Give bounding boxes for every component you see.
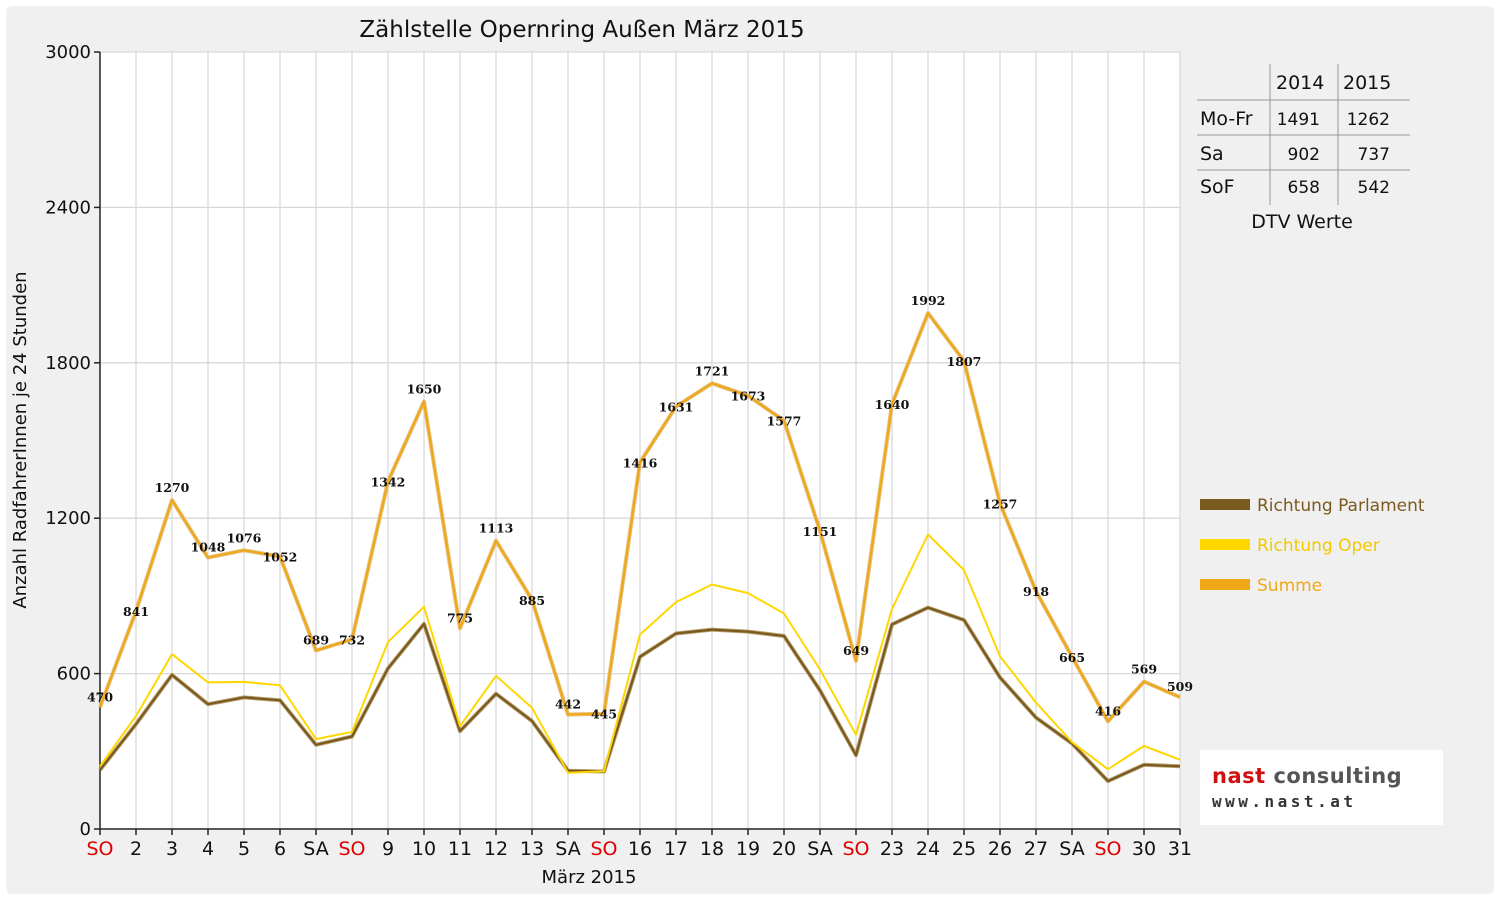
data-label: 885 [519,593,545,608]
data-label: 1807 [947,354,982,369]
dtv-header-2015: 2015 [1343,72,1391,94]
legend-label-summe: Summe [1257,576,1322,596]
dtv-row-label: Mo-Fr [1200,108,1253,130]
data-label: 649 [843,643,869,658]
data-label: 1113 [479,521,514,536]
y-tick-label: 2400 [45,197,91,218]
data-label: 509 [1167,679,1193,694]
x-tick-label: 2 [130,838,142,860]
dtv-cell: 1262 [1347,110,1390,130]
x-tick-label: 11 [448,838,472,860]
data-label: 1270 [155,480,190,495]
x-tick-label: SA [1059,838,1084,860]
x-tick-label: SA [303,838,328,860]
data-label: 445 [591,707,617,722]
legend-label-parlament: Richtung Parlament [1257,496,1425,516]
data-label: 1416 [623,455,658,470]
data-label: 1640 [875,397,910,412]
legend-swatch-oper [1200,539,1250,550]
x-tick-label: 25 [952,838,976,860]
x-tick-label: SO [86,838,113,860]
x-tick-label: 6 [274,838,286,860]
x-tick-label: SO [842,838,869,860]
x-tick-label: SA [807,838,832,860]
x-tick-label: 3 [166,838,178,860]
y-tick-label: 0 [80,819,91,840]
data-label: 918 [1023,584,1049,599]
dtv-cell: 658 [1288,178,1320,198]
data-label: 1650 [407,382,442,397]
x-tick-label: SA [555,838,580,860]
x-tick-label: SO [1094,838,1121,860]
series-line-richtung-parlament [99,606,1181,783]
data-label: 1076 [227,530,262,545]
x-axis-title: März 2015 [542,867,637,888]
x-tick-label: 20 [772,838,796,860]
x-tick-label: 17 [664,838,688,860]
x-tick-label: 31 [1168,838,1192,860]
legend-label-oper: Richtung Oper [1257,536,1380,556]
x-tick-label: 10 [412,838,436,860]
data-label: 665 [1059,650,1085,665]
chart-title: Zählstelle Opernring Außen März 2015 [359,17,804,43]
data-label: 1631 [659,400,694,415]
x-tick-label: 27 [1024,838,1048,860]
data-label: 689 [303,633,329,648]
dtv-row-label: SoF [1200,176,1235,198]
data-label: 1577 [767,414,802,429]
x-tick-label: 12 [484,838,508,860]
y-tick-label: 1800 [45,353,91,374]
series-line-summe [98,312,1181,723]
data-label: 1151 [803,524,838,539]
x-tick-label: 23 [880,838,904,860]
data-label: 416 [1095,703,1121,718]
data-label: 732 [339,632,365,647]
data-label: 1721 [695,363,730,378]
data-label: 1052 [263,550,298,565]
data-label: 470 [87,689,113,704]
data-label: 841 [123,604,149,619]
legend-swatch-parlament [1200,499,1250,510]
data-label: 1342 [371,474,406,489]
x-tick-label: 24 [916,838,940,860]
x-tick-label: 19 [736,838,760,860]
dtv-caption: DTV Werte [1251,211,1353,233]
data-label: 1257 [983,496,1018,511]
legend: Richtung Parlament Richtung Oper Summe [1200,496,1425,596]
data-label: 1048 [191,540,226,555]
x-tick-label: 4 [202,838,214,860]
dtv-table: 2014 2015 Mo-Fr 1491 1262 Sa 902 737 SoF… [1197,64,1410,233]
data-label: 775 [447,610,473,625]
dtv-header-2014: 2014 [1276,72,1324,94]
x-tick-label: SO [590,838,617,860]
legend-swatch-summe [1200,579,1250,590]
x-tick-label: 18 [700,838,724,860]
x-tick-label: 16 [628,838,652,860]
data-label: 569 [1131,662,1157,677]
dtv-cell: 737 [1358,145,1390,165]
x-tick-label: 9 [382,838,394,860]
dtv-row-label: Sa [1200,143,1224,165]
dtv-cell: 1491 [1277,110,1320,130]
data-label: 1673 [731,389,766,404]
x-tick-label: 5 [238,838,250,860]
x-tick-label: SO [338,838,365,860]
data-label: 1992 [911,293,946,308]
dtv-cell: 542 [1358,178,1390,198]
dtv-cell: 902 [1288,145,1320,165]
company-logo: nast consulting www.nast.at [1200,750,1443,825]
series-line-richtung-oper [99,533,1181,774]
x-tick-label: 13 [520,838,544,860]
x-tick-label: 30 [1132,838,1156,860]
y-tick-label: 600 [57,664,91,685]
y-tick-label: 3000 [45,42,91,63]
y-tick-label: 1200 [45,508,91,529]
data-label: 442 [555,697,581,712]
x-tick-label: 26 [988,838,1012,860]
y-axis-title: Anzahl RadfahrerInnen je 24 Stunden [10,271,31,608]
